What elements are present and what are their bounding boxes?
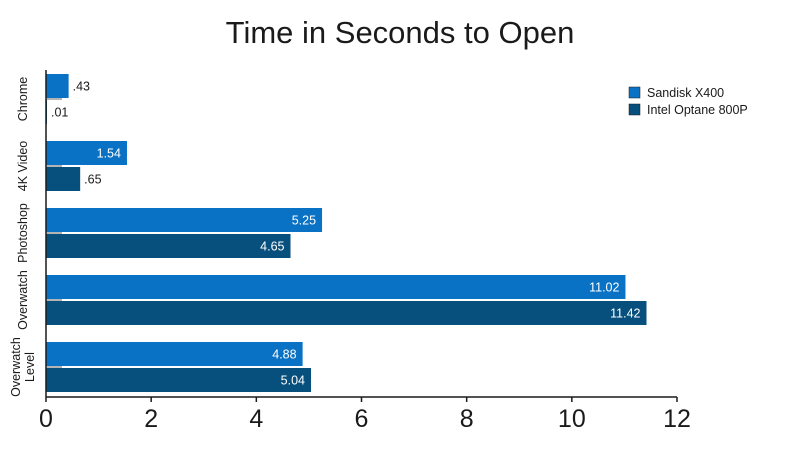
legend-label: Sandisk X400 [647,86,724,100]
legend-label: Intel Optane 800P [647,103,748,117]
data-label: 1.54 [97,147,121,161]
category-label-group: Photoshop [16,203,30,263]
x-tick-label: 10 [558,405,586,433]
category-label-group: Chrome [16,77,30,122]
data-label: 11.42 [610,307,640,321]
category-label: Overwatch [16,270,30,330]
bar-groups: .43 .01 1.54 .65 5.25 4.65 11.02 11.42 4.88 5.04 [46,74,647,392]
data-label: 4.88 [272,348,296,362]
category-label-line: Overwatch [16,270,30,330]
bar [46,141,127,165]
x-tick-label: 2 [144,405,158,433]
bar [46,301,647,325]
legend: Sandisk X400 Intel Optane 800P [628,86,748,117]
category-label-line: Chrome [16,77,30,122]
x-tick-label: 12 [663,405,691,433]
chart-title: Time in Seconds to Open [226,15,575,50]
category-label-group: 4K Video [16,141,30,192]
data-label: 11.02 [589,281,619,295]
category-label: Chrome [16,77,30,122]
bar [46,275,626,299]
bar [46,74,69,98]
category-label: OverwatchLevel [9,337,37,397]
category-label-line: Photoshop [16,203,30,263]
bar [46,208,323,232]
bar [46,368,312,392]
legend-swatch [628,103,641,116]
x-tick-label: 4 [249,405,263,433]
bar [46,234,291,258]
data-label: 4.65 [260,240,284,254]
category-label: 4K Video [16,141,30,192]
category-label-line: 4K Video [16,141,30,192]
data-label: .65 [84,173,101,187]
category-label: Photoshop [16,203,30,263]
data-label: 5.04 [281,374,305,388]
data-label: .01 [51,106,68,120]
data-label: 5.25 [292,214,316,228]
bar [46,167,81,191]
category-label-group: Overwatch [16,270,30,330]
x-tick-label: 8 [460,405,474,433]
category-label-line: Overwatch [9,337,23,397]
x-tick-label: 6 [355,405,369,433]
legend-swatch [628,86,641,99]
category-label-line: Level [23,352,37,382]
bar [46,342,303,366]
data-label: .43 [73,80,90,94]
x-tick-label: 0 [39,405,53,433]
category-label-group: OverwatchLevel [9,337,37,397]
